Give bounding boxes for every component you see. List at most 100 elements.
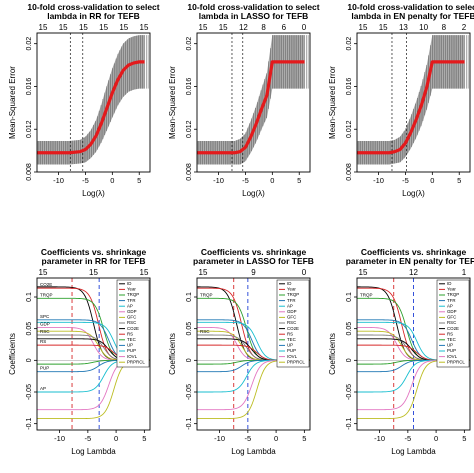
chart-title-line-2: parameter in EN penalty for TEFB xyxy=(346,256,474,266)
legend-label: GDP xyxy=(127,309,137,314)
top-axis-label: 15 xyxy=(39,268,48,277)
x-tick-label: 5 xyxy=(297,176,301,185)
mse-curve xyxy=(197,60,305,155)
top-axis-label: 15 xyxy=(359,268,368,277)
legend-label: PUP xyxy=(287,348,296,353)
y-tick-label: 0.016 xyxy=(26,78,33,96)
chart-title-line-2: lambda in EN penalty for TEFB xyxy=(351,11,474,21)
legend-label: GFC xyxy=(447,315,456,320)
y-tick-label: 0.05 xyxy=(346,322,353,336)
top-axis-label: 6 xyxy=(282,23,287,32)
legend-label: RS xyxy=(287,331,293,336)
legend-label: GDP xyxy=(447,309,457,314)
plot-area xyxy=(357,33,470,172)
y-tick-label: -0.1 xyxy=(26,418,33,430)
y-tick-label: -0.05 xyxy=(26,384,33,400)
legend-label: IOVL xyxy=(447,354,458,359)
panel-4: CO2E TRQP SPC GDP RSC RS PUP AP Coefficients vs.… xyxy=(8,247,151,456)
y-tick-label: 0.05 xyxy=(186,322,193,336)
x-tick-label: -10 xyxy=(374,434,385,443)
coefficient-path-label: PUP xyxy=(40,366,49,371)
legend-label: TRQP xyxy=(287,292,299,297)
legend-label: PRPRCL xyxy=(127,359,145,364)
top-axis-label: 15 xyxy=(359,23,368,32)
chart-legend: IDYearTRQPTFRAPGDPGFCRSCCO2ERSTECUPPUPIO… xyxy=(276,279,310,368)
y-tick-label: 0.012 xyxy=(346,120,353,138)
top-axis-label: 13 xyxy=(399,23,408,32)
y-tick-label: 0 xyxy=(346,358,353,362)
legend-label: UP xyxy=(447,343,453,348)
legend-label: ID xyxy=(447,281,451,286)
x-tick-label: -10 xyxy=(53,176,64,185)
legend-label: TRQP xyxy=(127,292,139,297)
error-band xyxy=(357,35,465,165)
y-tick-label: 0.016 xyxy=(346,78,353,96)
x-axis-label: Log Lambda xyxy=(391,447,436,456)
top-axis-label: 15 xyxy=(89,268,98,277)
legend-label: TFR xyxy=(287,298,296,303)
x-tick-label: 0 xyxy=(434,434,438,443)
legend-label: RS xyxy=(127,331,133,336)
coefficient-path-label: CO2E xyxy=(40,282,52,287)
chart-title-line-2: lambda in LASSO for TEFB xyxy=(199,11,309,21)
legend-label: IOVL xyxy=(287,354,298,359)
x-tick-label: 5 xyxy=(457,176,461,185)
plot-frame xyxy=(196,32,311,173)
y-axis-label: Coefficients xyxy=(8,333,17,375)
panel-3: 10-fold cross-validation to selectlambda… xyxy=(328,2,474,198)
x-axis-label: Log Lambda xyxy=(71,447,116,456)
legend-label: CO2E xyxy=(447,326,459,331)
top-axis-label: 15 xyxy=(199,268,208,277)
plot-frame xyxy=(356,277,471,431)
x-tick-label: 0 xyxy=(430,176,434,185)
legend-label: AP xyxy=(127,303,133,308)
error-band xyxy=(37,35,145,165)
chart-title-line-2: parameter in RR for TEFB xyxy=(42,256,146,266)
legend-label: RSC xyxy=(127,320,136,325)
legend-label: Year xyxy=(127,287,136,292)
chart-title-line-1: 10-fold cross-validation to select xyxy=(187,2,319,12)
coefficient-path-label: AP xyxy=(40,386,46,391)
top-axis-label: 0 xyxy=(302,23,307,32)
legend-label: PRPRCL xyxy=(447,359,465,364)
y-tick-label: 0.05 xyxy=(26,322,33,336)
legend-label: TEC xyxy=(447,337,456,342)
plot-frame xyxy=(36,277,151,431)
legend-label: CO2E xyxy=(287,326,299,331)
plot-frame xyxy=(36,32,151,173)
top-axis-label: 15 xyxy=(79,23,88,32)
x-tick-label: -5 xyxy=(85,434,92,443)
top-axis-label: 10 xyxy=(419,23,428,32)
legend-label: TEC xyxy=(287,337,296,342)
x-tick-label: -5 xyxy=(402,176,409,185)
legend-label: RSC xyxy=(287,320,296,325)
chart-title-line-1: Coefficients vs. shrinkage xyxy=(41,247,147,257)
y-axis-label: Coefficients xyxy=(168,333,177,375)
x-axis-label: Log(λ) xyxy=(82,189,105,198)
top-axis-label: 15 xyxy=(119,23,128,32)
panel-5: TRQP RSC Coefficients vs. shrinkageparamet… xyxy=(168,247,314,456)
y-tick-label: 0.1 xyxy=(186,292,193,302)
top-axis-label: 15 xyxy=(39,23,48,32)
chart-legend: IDYearTRQPTFRAPGDPGFCRSCCO2ERSTECUPPUPIO… xyxy=(436,279,470,368)
x-tick-label: 5 xyxy=(302,434,306,443)
top-axis-label: 15 xyxy=(140,23,149,32)
legend-label: GDP xyxy=(287,309,297,314)
y-tick-label: 0 xyxy=(26,358,33,362)
x-tick-label: -10 xyxy=(373,176,384,185)
x-tick-label: 5 xyxy=(137,176,141,185)
chart-legend: IDYearTRQPTFRAPGDPGFCRSCCO2ERSTECUPPUPIO… xyxy=(116,279,150,368)
top-axis-label: 8 xyxy=(261,23,266,32)
x-tick-label: -10 xyxy=(214,434,225,443)
coefficient-path-label: GDP xyxy=(40,321,50,326)
x-tick-label: -10 xyxy=(213,176,224,185)
mse-curve xyxy=(37,60,145,155)
x-tick-label: 0 xyxy=(270,176,274,185)
legend-label: TRQP xyxy=(447,292,459,297)
legend-label: UP xyxy=(127,343,133,348)
y-tick-label: -0.05 xyxy=(186,384,193,400)
top-axis-label: 15 xyxy=(140,268,149,277)
coefficient-path-label: TRQP xyxy=(200,292,213,297)
y-tick-label: 0.1 xyxy=(346,292,353,302)
y-tick-label: 0.02 xyxy=(26,37,33,51)
